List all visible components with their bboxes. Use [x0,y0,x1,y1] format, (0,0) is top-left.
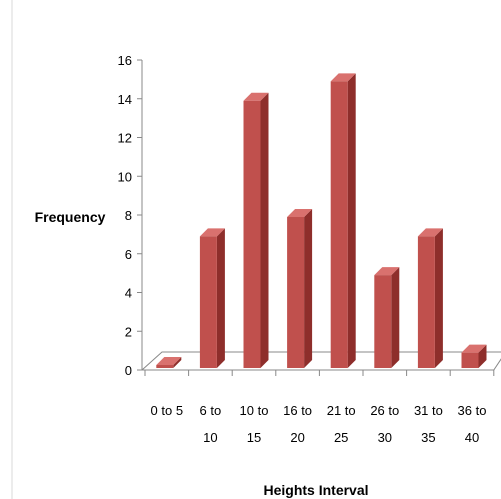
bar-top [199,228,225,237]
bar [156,365,174,368]
bar-top [374,267,400,276]
x-tick-label: 31 to [414,403,443,418]
y-tick-label: 12 [118,131,132,146]
bar-top [287,209,313,217]
x-tick-label: 21 to [327,403,356,418]
x-tick-label: 40 [465,430,479,445]
bar [330,81,348,368]
bar-side [216,228,225,368]
bar [199,236,217,368]
bar [287,217,305,368]
x-tick-label: 6 to [200,403,222,418]
x-tick-label: 36 to [458,403,487,418]
x-tick-label: 15 [247,430,261,445]
x-tick-label: 16 to [283,403,312,418]
x-tick-label: 10 to [240,403,269,418]
y-axis-title: Frequency [35,209,106,225]
bar-top [330,73,356,82]
chart-floor [140,351,501,371]
x-tick-label: 20 [290,430,304,445]
bar [243,100,261,368]
y-tick-label: 2 [125,324,132,339]
bar-side [347,73,356,368]
bar [461,352,479,368]
x-tick-label: 30 [378,430,392,445]
y-tick-label: 6 [125,247,132,262]
y-tick-label: 0 [125,363,132,378]
x-axis-title: Heights Interval [263,482,368,498]
bar-top [461,344,487,353]
y-tick-label: 14 [118,92,132,107]
y-tick-label: 4 [125,286,132,301]
x-tick-label: 10 [203,430,217,445]
bar [417,236,435,368]
bar [374,275,392,368]
bar-side [304,209,313,368]
bar-side [391,267,400,368]
y-tick-label: 16 [118,53,132,68]
x-tick-label: 26 to [370,403,399,418]
bar-top [243,92,269,101]
bar-side [260,92,269,368]
bar-side [478,344,487,368]
plot-area: 0 2 4 6 8 10 12 14 16 0 to 5 6 to 10 10 to 15 16 to 20 2… [118,53,501,445]
bar-side [173,357,182,368]
x-tick-label: 25 [334,430,348,445]
x-tick-label: 35 [421,430,435,445]
bar-side [434,228,443,368]
bar-top [156,357,182,365]
bar-top [417,228,443,237]
y-tick-label: 10 [118,169,132,184]
x-tick-label: 0 to 5 [151,403,184,418]
y-tick-label: 8 [125,208,132,223]
